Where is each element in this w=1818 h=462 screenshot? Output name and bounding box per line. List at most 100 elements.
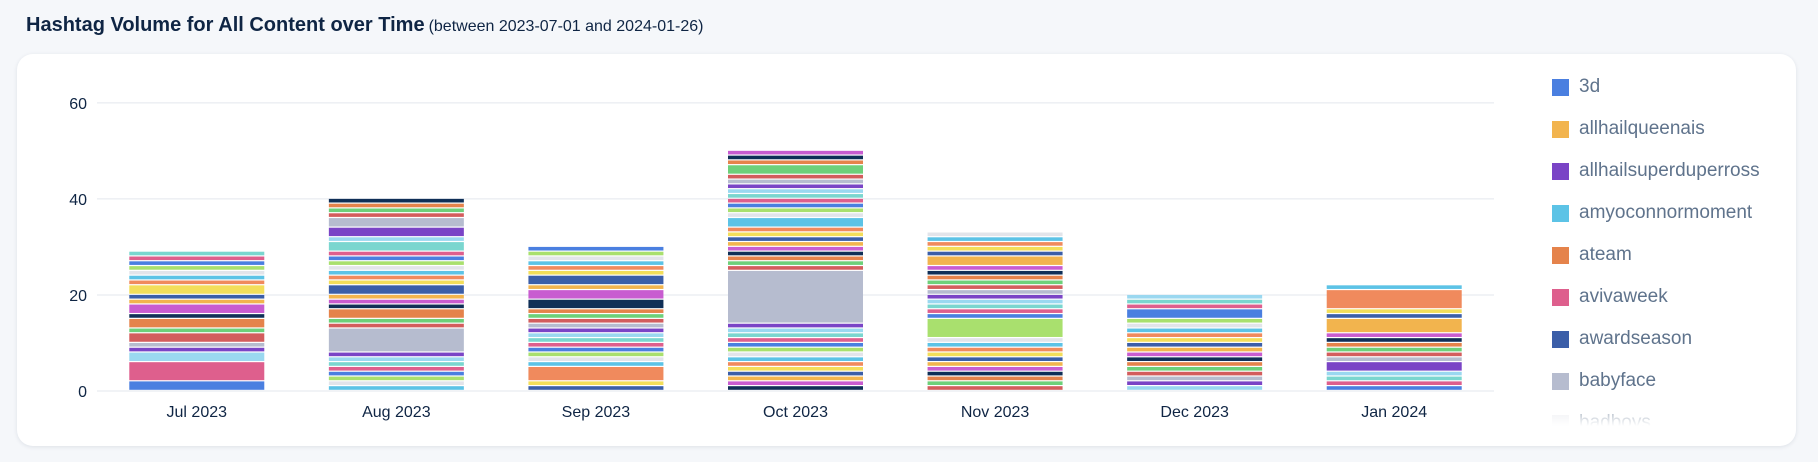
legend-item[interactable]: allhailsuperduperross (1533, 150, 1793, 192)
bar-segment (1326, 338, 1462, 342)
bar-segment (927, 275, 1063, 280)
bar-segment (728, 381, 863, 385)
bar-segment (1326, 371, 1462, 376)
bar-segment (927, 357, 1063, 361)
bar-segment (328, 280, 464, 285)
bar-segment (528, 309, 664, 313)
bar-segment (728, 208, 863, 213)
bar-segment (528, 366, 664, 381)
bar-segment (728, 347, 863, 352)
bar-segment (1326, 386, 1462, 390)
bar-segment (728, 213, 863, 217)
bar-segment (1326, 314, 1462, 318)
bar-segment (528, 357, 664, 361)
bar-segment (328, 323, 464, 328)
bar-segment (927, 366, 1063, 371)
legend-item[interactable]: 3d (1533, 66, 1793, 108)
bar-segment (328, 208, 464, 213)
y-tick-label: 40 (69, 192, 87, 209)
bar-segment (528, 275, 664, 285)
bar-segment (728, 150, 863, 155)
legend[interactable]: 3d allhailqueenais allhailsuperduperross am… (1533, 66, 1793, 426)
bar-segment (328, 304, 464, 309)
bar-segment (927, 362, 1063, 366)
bar-segment (528, 314, 664, 318)
bar-segment (927, 304, 1063, 309)
bar-segment (1127, 362, 1263, 366)
bar-segment (328, 328, 464, 352)
chart-title: Hashtag Volume for All Content over Time (26, 14, 425, 36)
bar-segment (528, 270, 664, 275)
x-tick-label: Jan 2024 (1361, 404, 1427, 421)
chart-card: 0 20 40 60 Jul 2023 Aug 2023 Sep 2023 Oct 2023 N… (17, 54, 1796, 446)
legend-swatch (1552, 288, 1569, 306)
bar-segment (728, 376, 863, 381)
bar-segment (528, 342, 664, 347)
bar-segment (1127, 386, 1263, 390)
bar-segment (1127, 357, 1263, 361)
bar-segment (728, 218, 863, 227)
bar-segment (927, 251, 1063, 256)
legend-item[interactable]: ateam (1533, 234, 1793, 276)
bar-segment (129, 275, 265, 280)
legend-label: ateam (1579, 244, 1632, 265)
bar-segment (328, 294, 464, 299)
bar-segment (328, 318, 464, 323)
legend-label: babyface (1579, 370, 1657, 391)
bar-segment (528, 381, 664, 385)
legend-label: allhailsuperduperross (1579, 160, 1760, 181)
bar-segment (728, 179, 863, 184)
bar-segment (927, 242, 1063, 246)
legend-item[interactable]: amyoconnormoment (1533, 192, 1793, 234)
bar-segment (129, 381, 265, 390)
bar-segment (728, 251, 863, 256)
legend-label: avivaweek (1579, 286, 1668, 307)
bar-segment (328, 270, 464, 275)
bar-segment (528, 352, 664, 357)
legend-swatch (1552, 204, 1569, 222)
bar-segment (328, 371, 464, 376)
bar-segment (129, 266, 265, 270)
legend-swatch (1552, 162, 1569, 180)
bar-segment (129, 342, 265, 347)
bar-segment (528, 386, 664, 390)
x-tick-label: Nov 2023 (961, 404, 1030, 421)
legend-label: 3d (1579, 76, 1601, 97)
legend-item[interactable]: awardseason (1533, 318, 1793, 360)
bar-segment (927, 352, 1063, 357)
bar-segment (927, 299, 1063, 304)
bar-segment (728, 371, 863, 376)
legend-item[interactable]: badboys (1533, 402, 1793, 426)
bar-segment (728, 242, 863, 246)
bar-segment (528, 251, 664, 256)
bar-segment (1127, 318, 1263, 323)
bar-segment (1127, 323, 1263, 328)
legend-item[interactable]: allhailqueenais (1533, 108, 1793, 150)
legend-item[interactable]: avivaweek (1533, 276, 1793, 318)
bar-segment (728, 165, 863, 174)
bar-segment (328, 386, 464, 390)
bar-segment (528, 299, 664, 309)
legend-swatch (1552, 246, 1569, 264)
bar-segment (927, 280, 1063, 285)
bar-segment (1127, 371, 1263, 376)
bar-segment (1127, 328, 1263, 333)
bar-segment (328, 237, 464, 241)
bar-segment (1326, 342, 1462, 347)
bar-segment (328, 381, 464, 385)
bar-segment (129, 261, 265, 265)
bar-segment (927, 232, 1063, 237)
bar-segment (1127, 333, 1263, 337)
bar-segment (728, 174, 863, 179)
bar-segment (528, 266, 664, 270)
bar-segment (728, 232, 863, 237)
bar-segment (728, 333, 863, 337)
bar-segment (528, 362, 664, 366)
legend-swatch (1552, 414, 1569, 426)
bar-segment (528, 318, 664, 323)
bar-segment (927, 246, 1063, 251)
bar-segment (927, 318, 1063, 337)
bar-segment (927, 376, 1063, 381)
bar-segment (1326, 333, 1462, 337)
legend-item[interactable]: babyface (1533, 360, 1793, 402)
